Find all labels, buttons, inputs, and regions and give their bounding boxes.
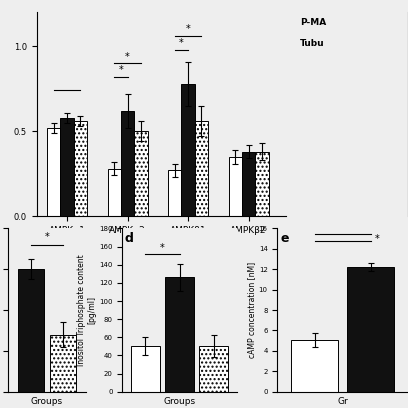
X-axis label: Groups: Groups	[31, 397, 63, 406]
Text: d: d	[125, 232, 133, 245]
Text: *: *	[118, 65, 123, 75]
Bar	[60, 118, 74, 216]
Text: *: *	[44, 232, 49, 242]
Bar	[134, 131, 148, 216]
Bar	[47, 128, 60, 216]
Text: *: *	[125, 51, 130, 62]
Bar	[195, 121, 208, 216]
Bar	[200, 346, 228, 392]
X-axis label: Groups: Groups	[164, 397, 195, 406]
Bar	[50, 335, 76, 392]
Text: P-MA: P-MA	[300, 18, 326, 27]
Bar	[18, 269, 44, 392]
Y-axis label: cAMP concentration [nM]: cAMP concentration [nM]	[247, 262, 256, 358]
Text: e: e	[280, 232, 288, 245]
Bar	[291, 339, 338, 392]
Text: *: *	[375, 234, 379, 244]
Bar	[74, 121, 87, 216]
Bar	[168, 171, 182, 216]
Bar	[228, 157, 242, 216]
Y-axis label: Inositol Triphosphate content
[pg/ml]: Inositol Triphosphate content [pg/ml]	[77, 254, 96, 366]
Bar	[182, 84, 195, 216]
Bar	[121, 111, 134, 216]
Text: *: *	[179, 38, 184, 48]
X-axis label: Gr: Gr	[337, 397, 348, 406]
Bar	[255, 152, 268, 216]
Bar	[347, 267, 394, 392]
Text: Tubu: Tubu	[300, 39, 325, 48]
Bar	[165, 277, 194, 392]
Bar	[108, 169, 121, 216]
Bar	[131, 346, 160, 392]
Bar	[242, 152, 255, 216]
Text: *: *	[160, 242, 165, 253]
Text: *: *	[186, 24, 191, 34]
